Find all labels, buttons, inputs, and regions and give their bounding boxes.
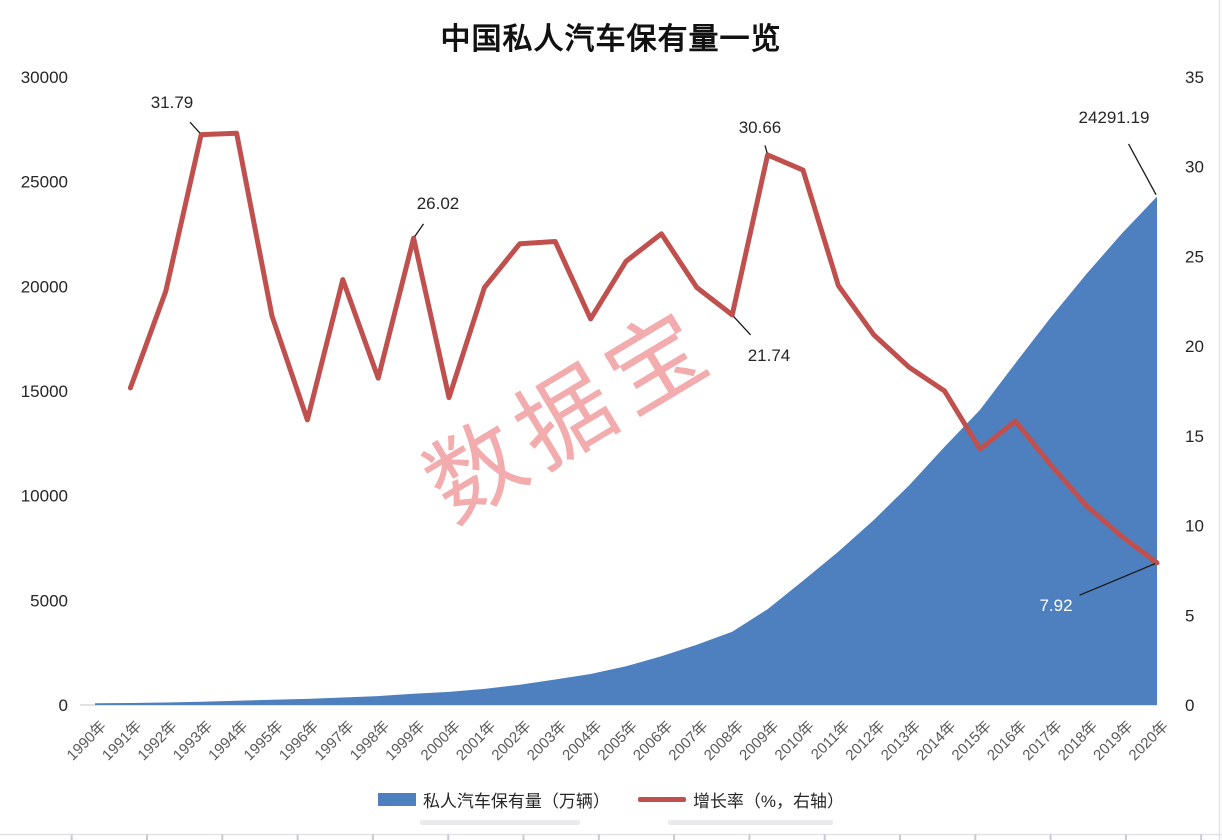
y-axis-right: 0 5 10 15 20 25 30 35 [1185, 68, 1204, 715]
y-axis-right-tick-label: 15 [1185, 427, 1204, 446]
x-axis-labels: 1990年1991年1992年1993年1994年1995年1996年1997年… [64, 718, 1172, 764]
y-axis-right-tick-label: 0 [1185, 696, 1194, 715]
legend-item: 私人汽车保有量（万辆） [377, 787, 610, 812]
sheet-faint-text [668, 820, 833, 825]
legend-item: 增长率（%，右轴） [637, 787, 845, 812]
y-axis-right-tick-label: 30 [1185, 158, 1204, 177]
y-axis-left-tick-label: 5000 [30, 591, 68, 610]
x-axis-tick-label: 2010年 [772, 718, 818, 764]
y-axis-right-tick-label: 25 [1185, 247, 1204, 266]
y-axis-left-tick-label: 10000 [21, 487, 68, 506]
y-axis-left-tick-label: 15000 [21, 382, 68, 401]
annotation-label: 30.66 [739, 118, 782, 137]
line-series [127, 130, 1160, 566]
annotation-callout [733, 315, 752, 336]
area-series [95, 196, 1157, 705]
y-axis-left-tick-label: 0 [59, 696, 68, 715]
sheet-faint-text [420, 820, 580, 825]
x-axis-tick-label: 2020年 [1126, 718, 1172, 764]
annotation-label: 31.79 [151, 93, 194, 112]
annotation-callout [414, 223, 425, 237]
y-axis-right-tick-label: 10 [1185, 517, 1204, 536]
y-axis-left-tick-label: 30000 [21, 68, 68, 87]
y-axis-left-tick-label: 20000 [21, 277, 68, 296]
y-axis-left: 0 5000 10000 15000 20000 25000 30000 [21, 68, 68, 715]
legend: 私人汽车保有量（万辆） 增长率（%，右轴） [0, 787, 1222, 812]
y-axis-right-tick-label: 35 [1185, 68, 1204, 87]
annotation-callout [764, 145, 768, 154]
annotations: 31.79 26.02 30.66 21.74 24291.19 7.92 [151, 93, 1157, 615]
y-axis-right-tick-label: 20 [1185, 337, 1204, 356]
annotation-label: 7.92 [1039, 596, 1072, 615]
chart-title: 中国私人汽车保有量一览 [440, 23, 782, 56]
annotation-label: 24291.19 [1079, 108, 1150, 127]
annotation-callout [189, 121, 201, 134]
legend-line-swatch [637, 797, 686, 802]
legend-label: 私人汽车保有量（万辆） [422, 792, 610, 811]
annotation-callout [1079, 563, 1156, 596]
legend-area-swatch [377, 793, 416, 806]
y-axis-left-tick-label: 25000 [21, 173, 68, 192]
annotation-callout [1127, 143, 1157, 196]
y-axis-right-tick-label: 5 [1185, 606, 1194, 625]
area-series-path [95, 196, 1157, 705]
line-series-path [127, 130, 1160, 566]
legend-label: 增长率（%，右轴） [692, 792, 845, 811]
watermark: 数据宝 [408, 289, 733, 542]
annotation-label: 21.74 [748, 346, 791, 365]
annotation-label: 26.02 [417, 194, 460, 213]
